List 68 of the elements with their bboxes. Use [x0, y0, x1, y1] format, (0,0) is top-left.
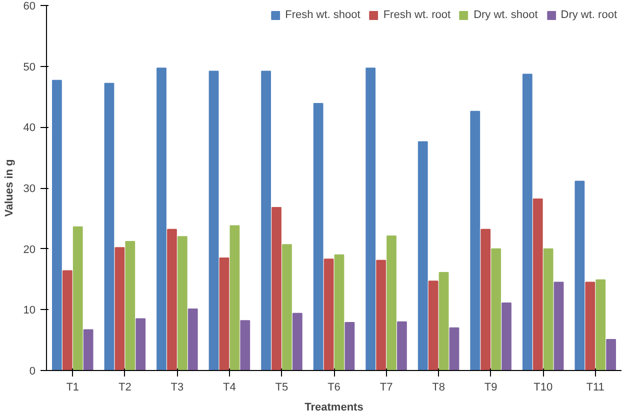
- bar: [522, 74, 532, 370]
- x-axis-title: Treatments: [304, 402, 364, 414]
- bar: [282, 244, 292, 370]
- bar: [219, 257, 230, 370]
- bar: [502, 302, 512, 370]
- bar: [366, 68, 376, 370]
- bar: [376, 260, 386, 370]
- bar: [62, 270, 72, 370]
- x-tick-label: T10: [534, 382, 553, 394]
- bar: [177, 236, 188, 370]
- x-tick-label: T4: [223, 382, 236, 394]
- bar: [313, 102, 324, 370]
- x-tick-label: T6: [328, 382, 340, 394]
- bar: [292, 312, 302, 370]
- y-tick-label: 40: [23, 122, 36, 134]
- bar: [136, 318, 146, 370]
- x-tick-label: T5: [275, 382, 288, 394]
- bar: [230, 225, 240, 370]
- bar: [188, 308, 198, 370]
- bar: [272, 206, 282, 370]
- bar: [397, 321, 407, 370]
- bar: [438, 272, 449, 370]
- bar: [125, 241, 136, 370]
- bar: [554, 282, 564, 370]
- bar: [596, 279, 606, 370]
- x-tick-label: T7: [380, 382, 393, 394]
- bar: [334, 254, 344, 370]
- x-tick-label: T1: [66, 382, 80, 394]
- bar: [574, 180, 585, 370]
- bar: [585, 282, 596, 370]
- legend-label: Dry wt. shoot: [474, 9, 538, 21]
- bar: [386, 236, 396, 370]
- y-tick-label: 50: [23, 61, 36, 74]
- bar: [324, 258, 334, 370]
- bar: [208, 70, 219, 370]
- bar: [428, 280, 438, 370]
- bar: [240, 320, 250, 370]
- bar: [52, 80, 62, 370]
- legend-label: Fresh wt. root: [383, 9, 451, 21]
- bar: [344, 322, 355, 370]
- x-tick-label: T3: [170, 382, 184, 394]
- bar: [114, 247, 125, 370]
- legend-label: Dry wt. root: [560, 9, 617, 21]
- y-tick-label: 30: [23, 183, 36, 195]
- bar: [543, 248, 554, 370]
- bar: [167, 228, 177, 370]
- y-tick-label: 10: [23, 304, 36, 317]
- bar: [72, 226, 83, 370]
- bar: [418, 141, 428, 370]
- bar: [480, 228, 491, 370]
- bar: [606, 338, 616, 370]
- bar: [83, 329, 94, 370]
- bar: [156, 68, 166, 370]
- y-tick-label: 20: [23, 244, 36, 256]
- x-tick-label: T2: [118, 382, 132, 394]
- bar: [449, 327, 460, 370]
- y-axis-title: Values in g: [3, 159, 16, 217]
- bar: [470, 110, 480, 370]
- x-tick-label: T8: [432, 382, 445, 394]
- bar: [261, 70, 271, 370]
- y-tick-label: 0: [29, 366, 36, 378]
- x-tick-label: T11: [586, 382, 604, 394]
- bar: [532, 198, 543, 370]
- x-tick-label: T9: [484, 382, 498, 394]
- legend-label: Fresh wt. shoot: [285, 9, 360, 21]
- bar: [491, 248, 501, 370]
- y-tick-label: 60: [23, 0, 36, 12]
- bar: [104, 82, 114, 370]
